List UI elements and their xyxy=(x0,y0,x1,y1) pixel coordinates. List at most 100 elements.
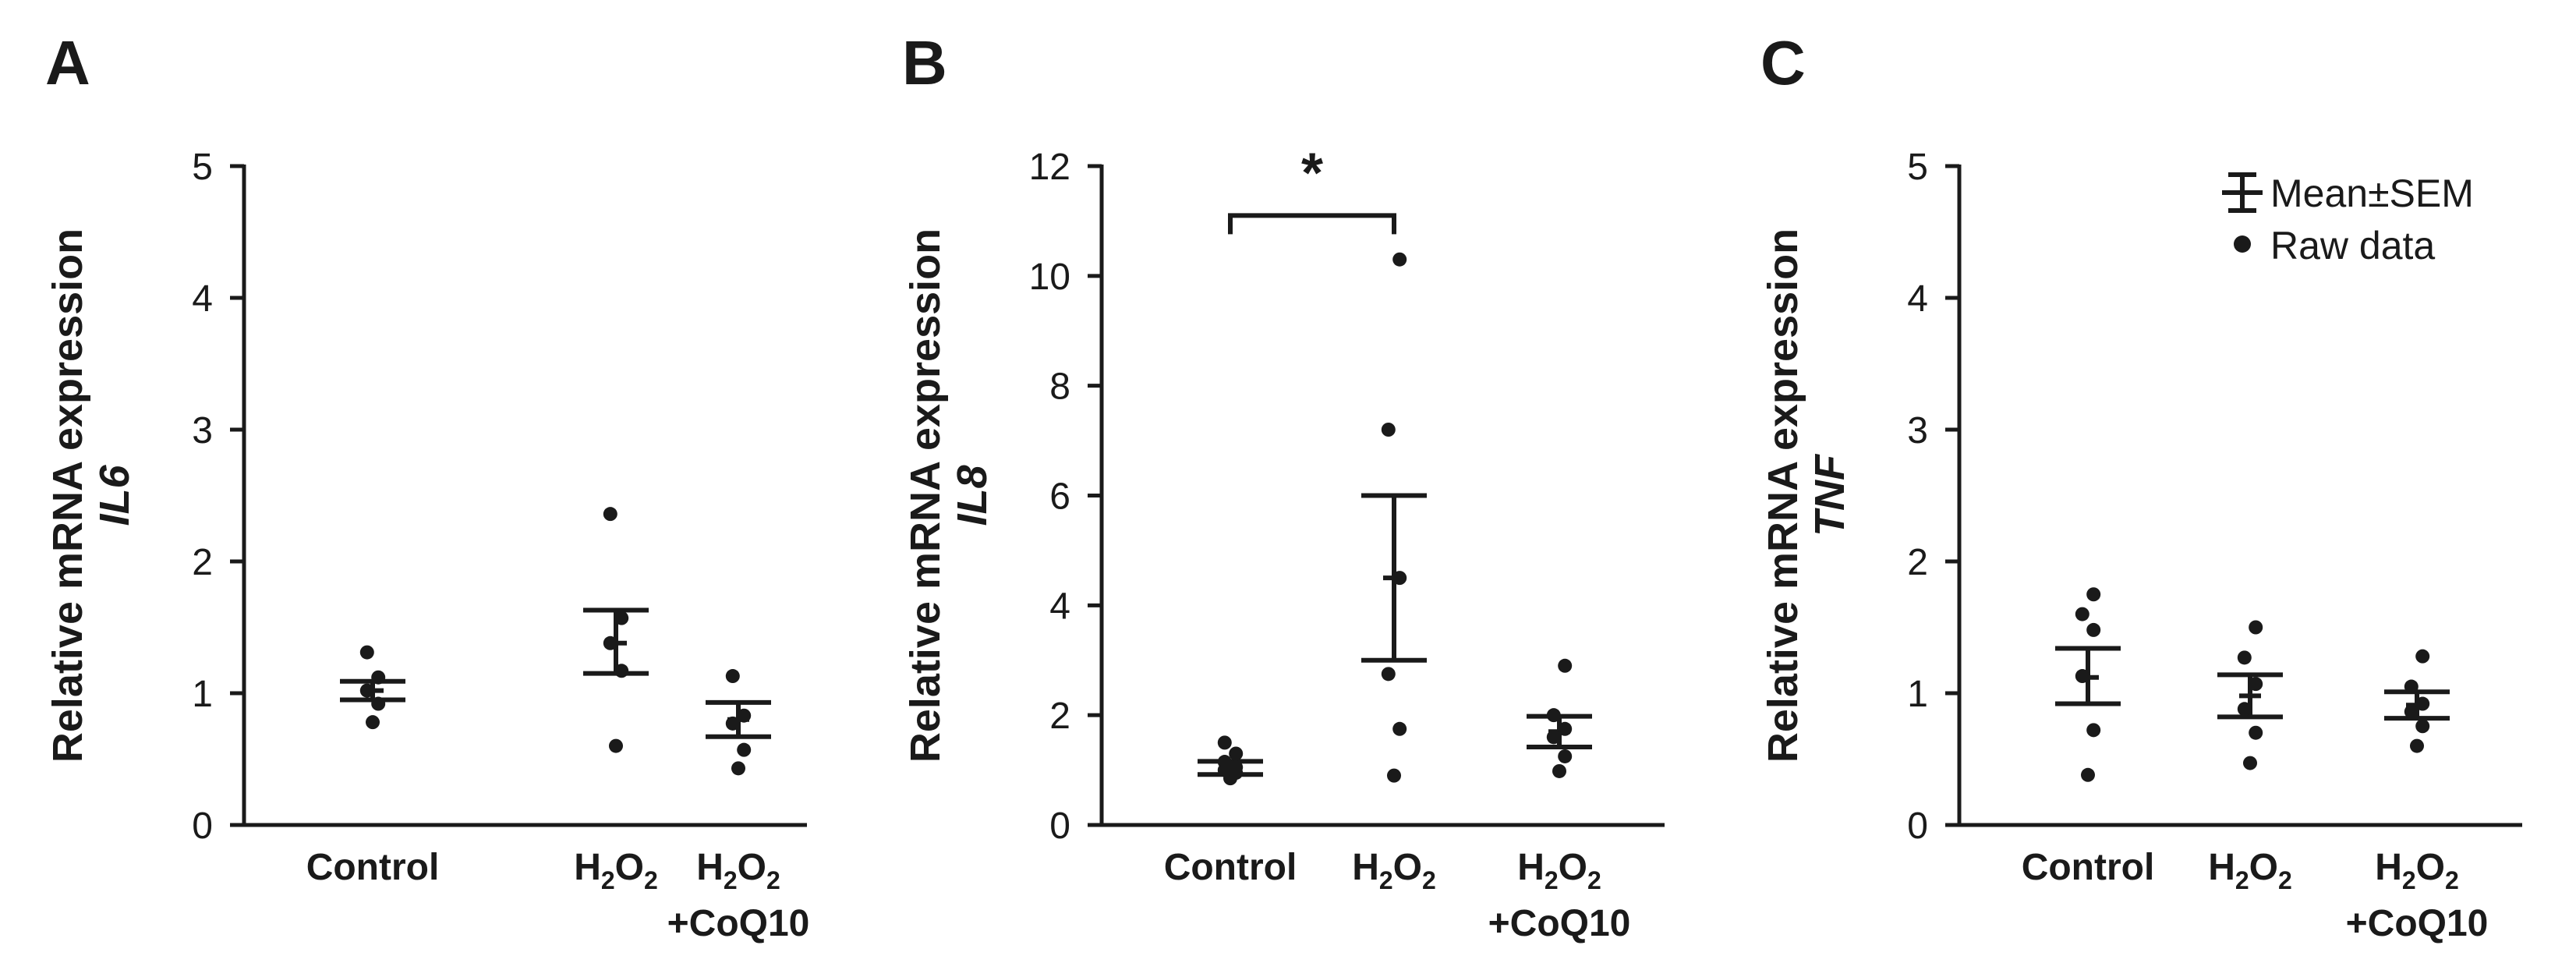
group-2 xyxy=(583,507,649,753)
raw-data-point xyxy=(1229,746,1244,761)
y-tick-label: 10 xyxy=(1029,257,1070,298)
raw-data-point xyxy=(737,708,752,723)
raw-data-point xyxy=(2081,767,2095,782)
y-tick-label: 0 xyxy=(192,805,213,847)
y-tick-label: 4 xyxy=(1907,278,1928,320)
panel-a: A 0 1 2 3 4 5 Relative mRNA expression IL6 Contro… xyxy=(44,28,809,944)
legend-dot-icon xyxy=(2234,235,2251,253)
legend-label-mean-sem: Mean±SEM xyxy=(2270,172,2474,215)
panel-c: C 0 1 2 3 4 5 Relative mRNA expression TNF Contro… xyxy=(1760,28,2522,944)
raw-data-point xyxy=(1381,423,1396,437)
group-2 xyxy=(1361,252,1427,783)
raw-data-point xyxy=(1217,735,1232,750)
raw-data-point xyxy=(1558,658,1573,673)
raw-data-point xyxy=(2086,723,2101,738)
raw-data-point xyxy=(1558,749,1573,763)
raw-data-point xyxy=(1558,721,1573,736)
raw-data-point xyxy=(359,645,374,660)
panel-letter: C xyxy=(1760,28,1806,97)
raw-data-point xyxy=(1546,708,1561,723)
raw-data-point xyxy=(2086,622,2101,637)
x-category-label: H2O2 xyxy=(696,847,780,894)
raw-data-point xyxy=(2249,620,2263,635)
x-category-label: H2O2 xyxy=(2375,847,2459,894)
group-1 xyxy=(2055,587,2121,782)
raw-data-point xyxy=(1392,571,1407,586)
raw-data-point xyxy=(609,738,623,753)
raw-data-point xyxy=(1546,730,1561,745)
raw-data-point xyxy=(2404,679,2419,694)
group-3 xyxy=(1527,658,1592,778)
raw-data-point xyxy=(2075,607,2089,621)
raw-data-point xyxy=(725,716,740,731)
group-2 xyxy=(2217,620,2283,770)
y-axis-title: Relative mRNA expression xyxy=(44,228,91,763)
raw-data-point xyxy=(1381,667,1396,682)
y-tick-label: 5 xyxy=(1907,147,1928,188)
raw-data-point xyxy=(2415,696,2430,711)
y-tick-label: 1 xyxy=(192,674,213,715)
y-axis-title: Relative mRNA expression xyxy=(902,228,949,763)
legend-errorbar-icon xyxy=(2222,172,2263,213)
raw-data-point xyxy=(603,507,617,522)
bracket-line xyxy=(1228,213,1396,235)
y-tick-label: 0 xyxy=(1907,805,1928,847)
y-tick-label: 1 xyxy=(1907,674,1928,715)
y-tick-label: 6 xyxy=(1049,476,1070,518)
x-category-label: H2O2 xyxy=(1352,847,1436,894)
raw-data-point xyxy=(359,683,374,698)
raw-data-point xyxy=(2415,649,2430,664)
raw-data-point xyxy=(1229,760,1244,775)
x-category-label-line2: +CoQ10 xyxy=(1488,903,1631,944)
raw-data-point xyxy=(725,669,740,684)
y-tick-label: 3 xyxy=(1907,410,1928,451)
y-axis-gene-label: IL6 xyxy=(91,465,138,526)
raw-data-point xyxy=(1392,252,1407,267)
raw-data-point xyxy=(2249,725,2263,740)
legend-label-raw-data: Raw data xyxy=(2270,224,2435,267)
x-category-label-line2: +CoQ10 xyxy=(667,903,810,944)
raw-data-point xyxy=(371,696,386,711)
y-axis-gene-label: IL8 xyxy=(949,465,996,526)
panel-letter: A xyxy=(45,28,90,97)
raw-data-point xyxy=(366,715,380,730)
y-tick-label: 5 xyxy=(192,147,213,188)
raw-data-point xyxy=(1387,768,1401,783)
raw-data-point xyxy=(2237,702,2252,717)
raw-data-point xyxy=(371,670,386,685)
x-category-label: Control xyxy=(2022,847,2155,888)
y-tick-label: 8 xyxy=(1049,366,1070,408)
y-tick-label: 0 xyxy=(1049,805,1070,847)
raw-data-point xyxy=(2249,677,2263,692)
raw-data-point xyxy=(731,761,745,776)
raw-data-point xyxy=(2243,756,2257,770)
group-3 xyxy=(706,669,771,776)
group-1 xyxy=(340,645,405,730)
y-tick-label: 2 xyxy=(1049,696,1070,737)
raw-data-point xyxy=(603,636,617,650)
raw-data-point xyxy=(1392,721,1407,736)
y-tick-label: 12 xyxy=(1029,147,1070,188)
y-axis-title: Relative mRNA expression xyxy=(1760,228,1806,763)
raw-data-point xyxy=(2410,738,2424,753)
x-category-label: H2O2 xyxy=(2208,847,2292,894)
x-category-label: Control xyxy=(1164,847,1297,888)
raw-data-point xyxy=(2075,669,2089,684)
y-tick-label: 3 xyxy=(192,410,213,451)
raw-data-point xyxy=(2237,650,2252,665)
y-tick-label: 4 xyxy=(192,278,213,320)
raw-data-point xyxy=(1552,763,1566,778)
raw-data-point xyxy=(614,611,629,625)
group-3 xyxy=(2384,649,2450,753)
raw-data-point xyxy=(2086,587,2101,602)
panel-b: B 0 2 4 6 8 10 12 Relative mRNA expression IL8 Con… xyxy=(902,28,1665,944)
y-tick-label: 4 xyxy=(1049,586,1070,627)
significance-bracket: * xyxy=(1228,142,1396,235)
raw-data-point xyxy=(614,664,629,678)
x-category-label: H2O2 xyxy=(574,847,658,894)
raw-data-point xyxy=(1217,755,1232,770)
significance-label: * xyxy=(1301,142,1323,204)
y-tick-label: 2 xyxy=(192,542,213,583)
